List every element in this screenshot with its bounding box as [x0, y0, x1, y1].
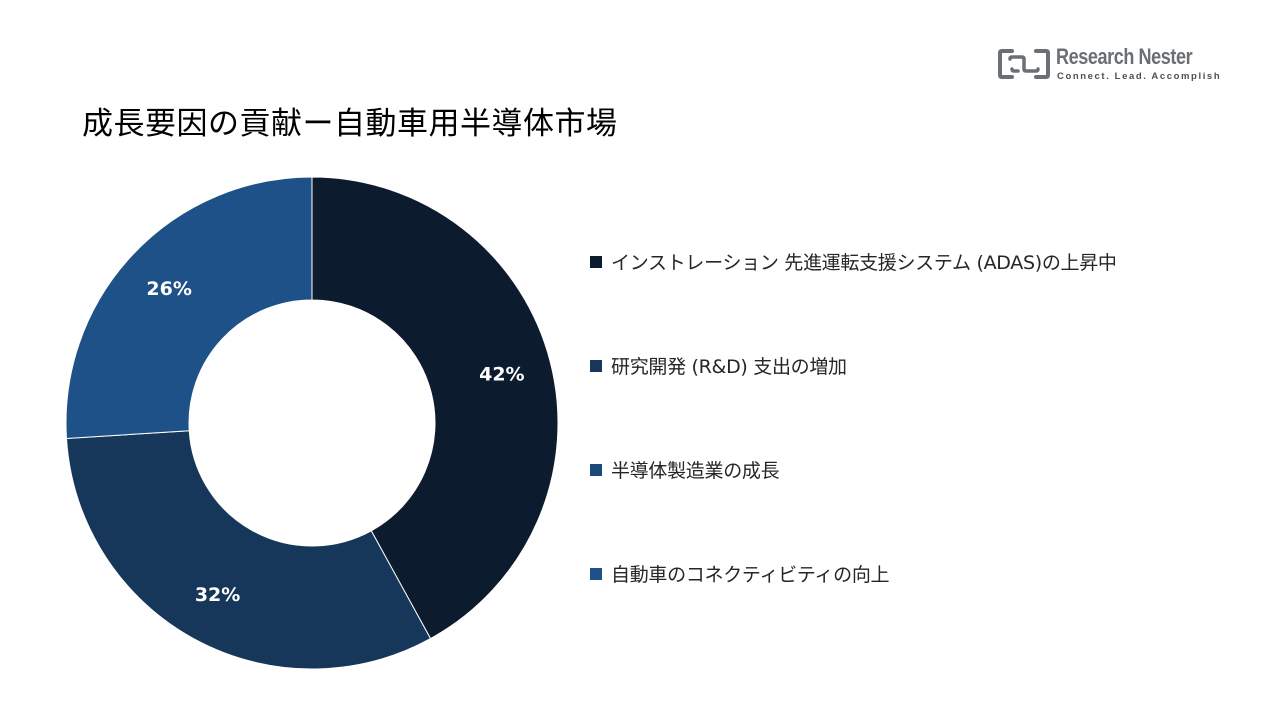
slice-label-0: 42% [479, 363, 524, 385]
donut-slices [65, 176, 559, 670]
legend-label-1: 研究開発 (R&D) 支出の増加 [611, 356, 847, 378]
page-title: 成長要因の貢献ー自動車用半導体市場 [82, 106, 618, 142]
legend-item-3: 自動車のコネクティビティの向上 [590, 560, 890, 587]
research-nester-logo-icon [998, 49, 1050, 79]
legend-swatch-1 [590, 359, 602, 372]
brand-tagline: Connect. Lead. Accomplish [1057, 71, 1222, 82]
donut-slice-0 [311, 176, 559, 640]
brand-name: Research Nester [1056, 44, 1193, 69]
legend-label-2: 半導体製造業の成長 [611, 460, 780, 482]
slice-label-1: 32% [195, 584, 240, 606]
slice-label-3: 26% [146, 278, 191, 300]
legend-swatch-3 [590, 567, 602, 580]
brand-logo: Research Nester Connect. Lead. Accomplis… [998, 44, 1228, 86]
donut-slice-1 [65, 430, 432, 670]
legend-swatch-0 [590, 255, 602, 268]
legend-item-1: 研究開発 (R&D) 支出の増加 [590, 352, 847, 379]
legend-label-3: 自動車のコネクティビティの向上 [611, 564, 890, 586]
legend-item-0: インストレーション 先進運転支援システム (ADAS)の上昇中 [590, 248, 1117, 275]
legend-label-0: インストレーション 先進運転支援システム (ADAS)の上昇中 [611, 252, 1117, 274]
legend-item-2: 半導体製造業の成長 [590, 456, 780, 483]
donut-slice-labels: 42% 32% 26% [146, 278, 524, 606]
legend-swatch-2 [590, 463, 602, 476]
donut-slice-3 [65, 176, 313, 439]
